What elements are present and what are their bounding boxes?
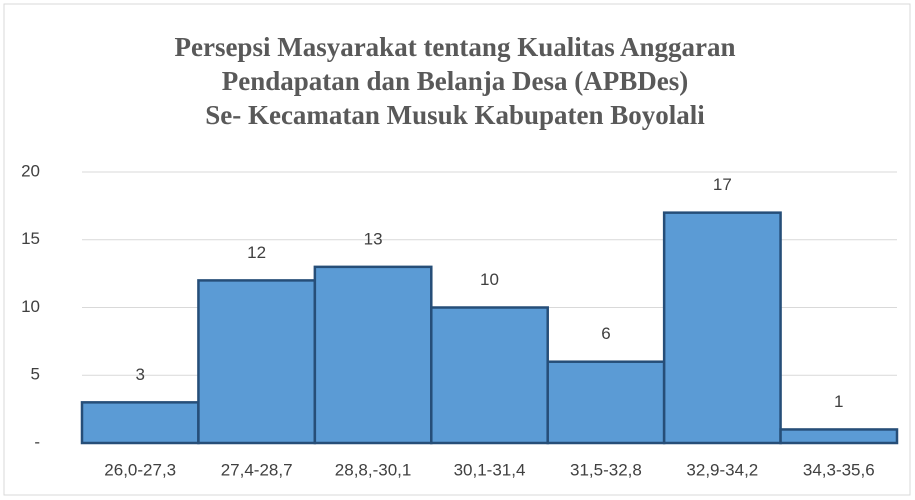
y-tick-label: - [34,432,40,451]
bar [430,306,549,445]
chart-title: Se- Kecamatan Musuk Kabupaten Boyolali [205,100,705,130]
data-label: 17 [713,175,732,194]
y-tick-label: 10 [21,297,40,316]
y-tick-label: 20 [21,161,40,180]
y-tick-label: 15 [21,229,40,248]
x-tick-label: 30,1-31,4 [454,460,526,479]
x-tick-label: 26,0-27,3 [104,460,176,479]
x-tick-label: 34,3-35,6 [803,460,875,479]
data-label: 12 [247,243,266,262]
chart-title: Persepsi Masyarakat tentang Kualitas Ang… [174,32,735,62]
data-label: 1 [834,392,843,411]
chart-title: Pendapatan dan Belanja Desa (APBDes) [222,66,689,96]
data-label: 13 [364,229,383,248]
x-tick-label: 28,8,-30,1 [335,460,412,479]
data-label: 3 [135,365,144,384]
bar [80,401,200,445]
bar [662,211,782,445]
bar [546,360,666,445]
x-tick-label: 27,4-28,7 [221,460,293,479]
bar [313,265,433,445]
x-tick-label: 32,9-34,2 [686,460,758,479]
x-tick-label: 31,5-32,8 [570,460,642,479]
y-tick-label: 5 [31,365,40,384]
data-label: 10 [480,270,499,289]
bar [779,428,899,445]
data-label: 6 [601,324,610,343]
bar [197,279,317,445]
